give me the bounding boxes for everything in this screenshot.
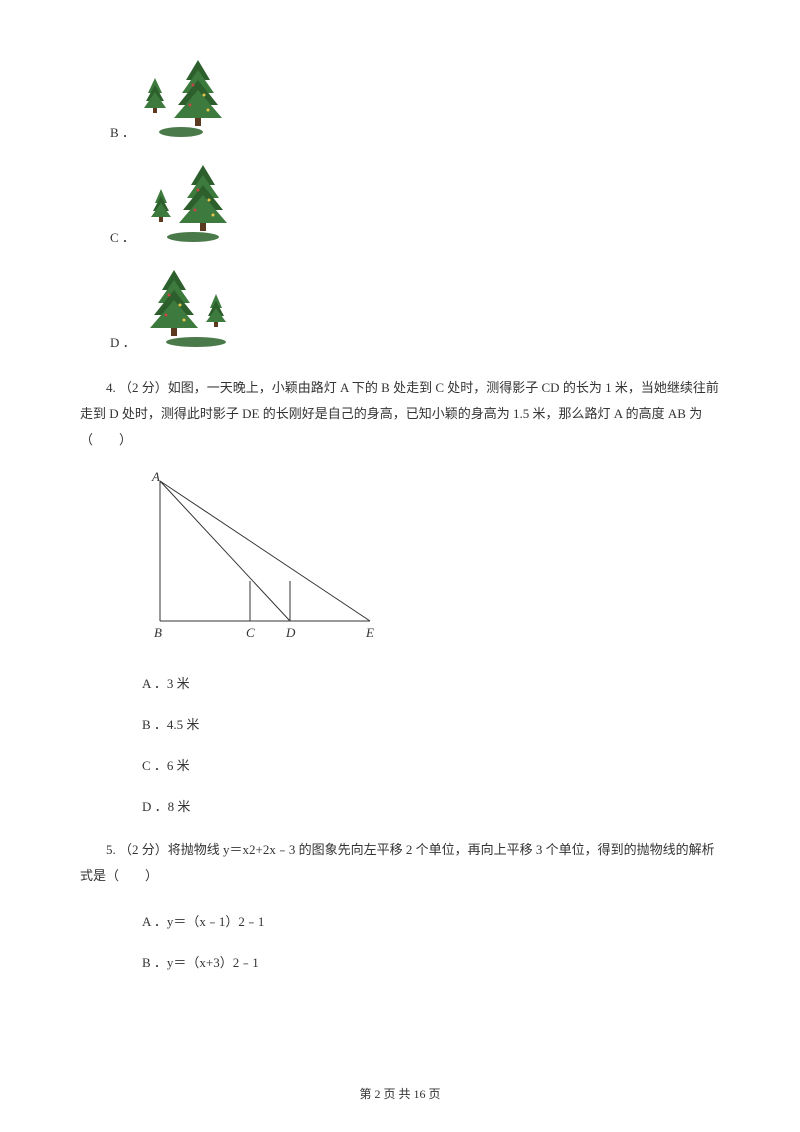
q5-text: 5. （2 分）将抛物线 y＝x2+2x﹣3 的图象先向左平移 2 个单位，再向… — [80, 837, 720, 889]
tree-image-c — [143, 165, 253, 250]
footer-text: 第 2 页 共 16 页 — [359, 1087, 440, 1101]
q4-option-a: A ．3 米 — [142, 673, 720, 692]
q5-option-b: B ．y＝（x+3）2﹣1 — [142, 952, 720, 971]
option-c-label: C ． — [110, 227, 135, 250]
tree-image-d — [144, 270, 264, 355]
q4-option-c: C ．6 米 — [142, 755, 720, 774]
question-5: 5. （2 分）将抛物线 y＝x2+2x﹣3 的图象先向左平移 2 个单位，再向… — [80, 837, 720, 889]
label-E: E — [365, 625, 374, 640]
option-b-row: B ． — [80, 60, 720, 145]
q4-option-b: B ．4.5 米 — [142, 714, 720, 733]
label-B: B — [154, 625, 162, 640]
tree-image-b — [143, 60, 253, 145]
option-d-row: D ． — [80, 270, 720, 355]
label-C: C — [246, 625, 255, 640]
option-d-label: D ． — [110, 332, 136, 355]
option-c-row: C ． — [80, 165, 720, 250]
option-b-label: B ． — [110, 122, 135, 145]
page-footer: 第 2 页 共 16 页 — [0, 1085, 800, 1102]
question-4: 4. （2 分）如图，一天晚上，小颖由路灯 A 下的 B 处走到 C 处时，测得… — [80, 375, 720, 453]
q4-option-d: D ．8 米 — [142, 796, 720, 815]
q4-diagram: A B C D E — [140, 471, 720, 651]
label-A: A — [151, 471, 160, 484]
q4-text: 4. （2 分）如图，一天晚上，小颖由路灯 A 下的 B 处走到 C 处时，测得… — [80, 375, 720, 453]
label-D: D — [285, 625, 296, 640]
q5-option-a: A ．y＝（x﹣1）2﹣1 — [142, 911, 720, 930]
